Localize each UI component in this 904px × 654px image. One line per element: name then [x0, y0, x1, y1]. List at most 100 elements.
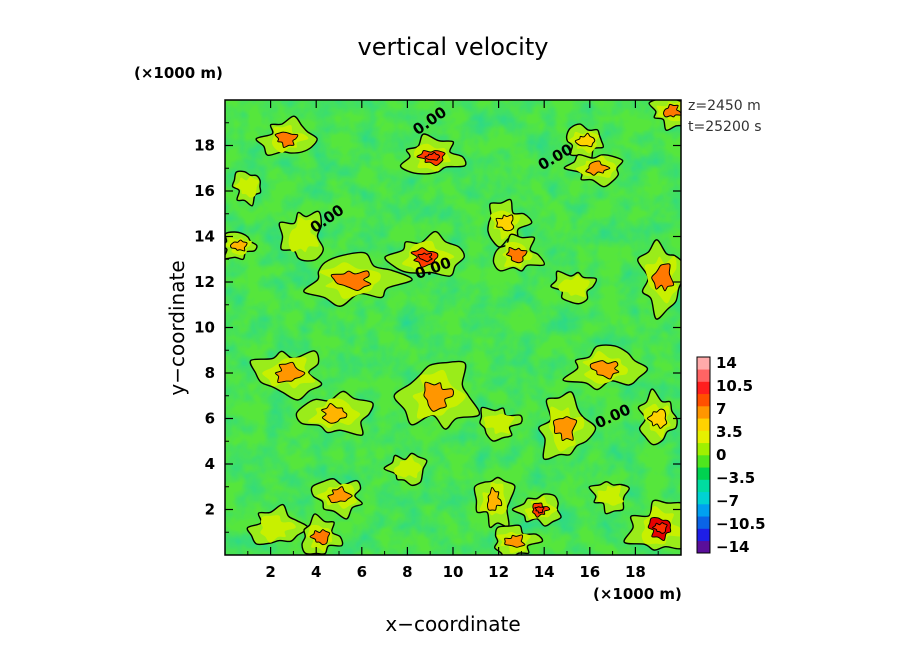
updraft-mid: [234, 176, 259, 198]
colorbar-swatch: [697, 516, 710, 529]
annotation-time: t=25200 s: [688, 119, 762, 135]
colorbar-swatch: [697, 369, 710, 382]
updraft-region: [493, 524, 544, 555]
updraft-region: [310, 478, 363, 520]
updraft-region: [492, 233, 546, 272]
updraft-region: [538, 391, 597, 461]
updraft-region: [648, 100, 681, 132]
contour-positive: [274, 131, 299, 148]
contour-positive: [574, 132, 596, 148]
y-tick-label: 8: [205, 364, 215, 382]
contour-positive: [486, 486, 503, 511]
colorbar-frame: [696, 356, 711, 554]
updraft-region: [588, 481, 630, 515]
updraft-mid: [260, 515, 296, 543]
x-axis: 2 4 6 8 10 12 14 16 18: [247, 100, 659, 581]
contour-positive: [309, 529, 331, 546]
updraft-region: [231, 170, 262, 207]
colorbar-tick-label: 7: [716, 400, 726, 418]
contour-positive: [495, 214, 515, 232]
updraft-region: [225, 231, 258, 261]
updraft-region: [278, 210, 325, 262]
updraft-region: [246, 503, 309, 546]
updraft-region: [636, 239, 681, 320]
y-unit-label: (×1000 m): [134, 64, 223, 82]
heatmap-field: [225, 100, 681, 555]
x-tick-label: 18: [625, 563, 646, 581]
updraft-region: [384, 230, 465, 277]
colorbar-swatch: [697, 418, 710, 431]
y-tick-label: 2: [205, 501, 215, 519]
colorbar-swatch: [697, 504, 710, 517]
colorbar-swatch: [697, 430, 710, 444]
updraft-region: [295, 390, 374, 437]
contour-positive: [504, 534, 526, 548]
x-unit-label: (×1000 m): [593, 585, 682, 603]
colorbar-tick-label: −14: [716, 538, 749, 556]
contour-positive: [646, 408, 668, 429]
chart-title: vertical velocity: [358, 33, 549, 61]
colorbar-swatch: [697, 540, 710, 554]
colorbar-swatch: [697, 479, 710, 493]
updraft-region: [393, 360, 481, 430]
updraft-region: [473, 476, 516, 529]
contour-positive: [274, 361, 306, 384]
contour-positive: [229, 239, 248, 252]
colorbar-swatch: [697, 491, 710, 505]
y-tick-label: 12: [194, 273, 215, 291]
x-tick-label: 6: [357, 563, 367, 581]
contour-positive: [585, 160, 611, 176]
colorbar-swatch: [697, 406, 710, 419]
updraft-region: [399, 133, 467, 175]
y-tick-label: 6: [205, 410, 215, 428]
updraft-region: [563, 153, 624, 188]
updraft-region: [479, 406, 523, 442]
colorbar-swatch: [697, 528, 710, 542]
updraft-region: [562, 344, 649, 391]
updraft-region: [303, 251, 413, 307]
colorbar-tick-label: −7: [716, 492, 739, 510]
x-tick-label: 4: [311, 563, 321, 581]
contour-positive: [651, 263, 675, 292]
colorbar-tick-label: 10.5: [716, 377, 753, 395]
updraft-core: [424, 151, 441, 161]
x-tick-label: 16: [579, 563, 600, 581]
updraft-region: [511, 493, 562, 527]
annotation-height: z=2450 m: [688, 98, 761, 114]
colorbar: 14 10.5 7 3.5 0 −3.5 −7 −10.5 −14: [696, 354, 766, 556]
colorbar-swatch: [697, 442, 710, 456]
colorbar-tick-label: −3.5: [716, 469, 755, 487]
y-tick-label: 18: [194, 137, 215, 155]
colorbar-tick-label: 14: [716, 354, 737, 372]
updraft-region: [623, 499, 681, 551]
updraft-mid: [597, 485, 624, 506]
colorbar-tick-label: −10.5: [716, 515, 766, 533]
updraft-region: [637, 388, 678, 446]
colorbar-swatch: [697, 381, 710, 395]
colorbar-swatch: [697, 467, 710, 480]
contour-positive: [663, 103, 681, 118]
y-axis-label: y−coordinate: [165, 260, 189, 395]
x-tick-label: 12: [488, 563, 509, 581]
x-tick-label: 8: [402, 563, 412, 581]
updraft-region: [255, 115, 318, 157]
y-tick-label: 4: [205, 455, 215, 473]
updraft-mid: [393, 455, 423, 479]
updraft-core: [417, 252, 433, 263]
contour-positive: [423, 381, 454, 412]
updraft-region: [301, 513, 344, 555]
updraft-mid: [288, 216, 319, 253]
y-tick-label: 16: [194, 182, 215, 200]
updraft-mid: [483, 413, 515, 434]
colorbar-tick-label: 3.5: [716, 423, 743, 441]
y-tick-label: 14: [194, 228, 215, 246]
updraft-region: [249, 350, 323, 401]
x-tick-label: 10: [443, 563, 464, 581]
colorbar-swatch: [697, 357, 710, 370]
updraft-core: [534, 506, 545, 514]
x-tick-label: 14: [534, 563, 555, 581]
colorbar-swatch: [697, 455, 710, 468]
updraft-mid: [558, 275, 590, 298]
colorbar-tick-label: 0: [716, 446, 726, 464]
contour-positive: [327, 486, 353, 504]
